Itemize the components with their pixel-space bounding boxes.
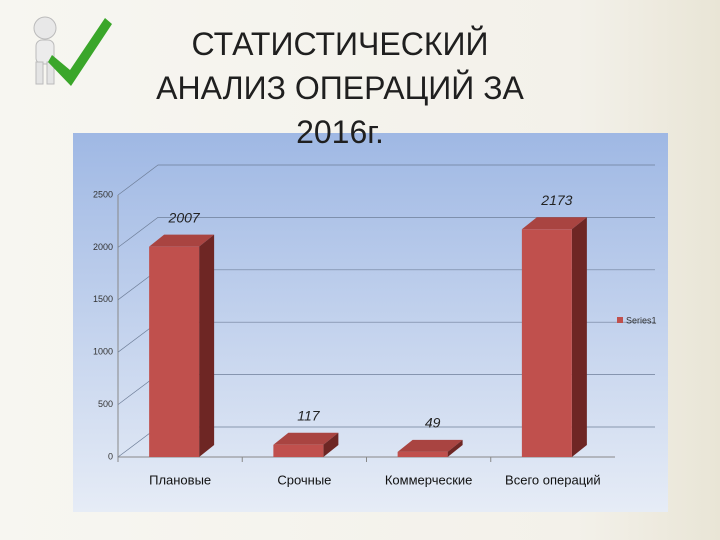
y-tick-label: 1500 bbox=[93, 294, 113, 304]
bar bbox=[149, 246, 200, 457]
legend-swatch bbox=[617, 317, 623, 323]
y-tick-label: 0 bbox=[108, 451, 113, 461]
logo bbox=[33, 16, 112, 86]
grid-line bbox=[117, 217, 655, 248]
bar-side bbox=[323, 432, 339, 457]
value-label: 49 bbox=[425, 415, 441, 431]
y-tick-label: 500 bbox=[98, 399, 113, 409]
bar-top bbox=[149, 234, 215, 247]
value-label: 2007 bbox=[168, 209, 201, 225]
x-tick-label: Коммерческие bbox=[385, 472, 473, 487]
bar-top bbox=[273, 432, 339, 445]
bar-top bbox=[397, 439, 463, 452]
legend-label: Series1 bbox=[626, 315, 657, 325]
value-label: 117 bbox=[297, 407, 321, 423]
grid-line bbox=[117, 164, 655, 196]
y-tick-label: 2000 bbox=[93, 242, 113, 252]
y-tick-label: 2500 bbox=[93, 189, 113, 199]
y-tick-label: 1000 bbox=[93, 347, 113, 357]
bar-side bbox=[199, 234, 215, 457]
bar bbox=[521, 229, 572, 457]
bar bbox=[273, 444, 324, 457]
bar-side bbox=[571, 217, 587, 457]
value-label: 2173 bbox=[540, 192, 572, 208]
bar bbox=[397, 451, 448, 457]
bar-top bbox=[521, 217, 587, 230]
bar-side bbox=[447, 439, 463, 457]
x-tick-label: Срочные bbox=[277, 472, 331, 487]
x-tick-label: Плановые bbox=[149, 472, 211, 487]
x-tick-label: Всего операций bbox=[505, 472, 601, 487]
title: СТАТИСТИЧЕСКИЙ АНАЛИЗ ОПЕРАЦИЙ ЗА 2016г. bbox=[156, 26, 524, 150]
